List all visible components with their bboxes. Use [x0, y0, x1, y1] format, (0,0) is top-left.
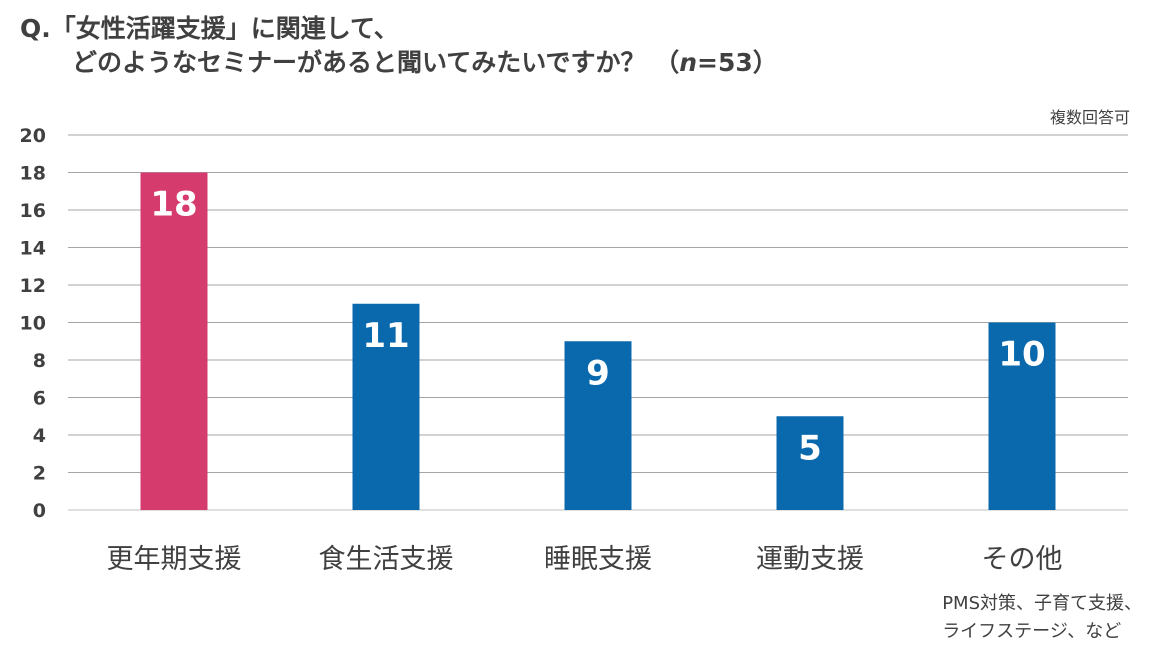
- footnote-line-2: ライフステージ、など: [942, 621, 1122, 642]
- y-tick-label: 8: [33, 350, 46, 372]
- multiple-answer-note: 複数回答可: [1049, 108, 1130, 127]
- data-labels: 18 11 9 5 10: [150, 185, 1045, 469]
- y-tick-label: 16: [20, 200, 46, 222]
- x-tick-label: 運動支援: [756, 544, 864, 575]
- sample-size-value: =53）: [697, 48, 778, 77]
- x-tick-label: 食生活支援: [319, 544, 454, 575]
- bar: [140, 172, 208, 510]
- question-line-1: Q.「女性活躍支援」に関連して、: [20, 14, 399, 43]
- bar: [776, 416, 844, 510]
- y-tick-label: 4: [33, 425, 46, 447]
- data-label: 10: [998, 335, 1045, 375]
- data-label: 18: [150, 185, 197, 225]
- x-axis-ticks: 更年期支援 食生活支援 睡眠支援 運動支援 その他: [107, 544, 1063, 575]
- data-label: 9: [586, 353, 610, 393]
- sample-size-symbol: n: [679, 48, 698, 77]
- x-tick-label: 更年期支援: [107, 544, 242, 575]
- y-tick-label: 0: [33, 500, 46, 522]
- y-tick-label: 2: [33, 463, 46, 485]
- y-axis-ticks: 0 2 4 6 8 10 12 14 16 18 20: [20, 125, 46, 522]
- y-tick-label: 14: [20, 238, 46, 260]
- footnote-line-1: PMS対策、子育て支援、: [942, 593, 1142, 614]
- y-tick-label: 6: [33, 388, 46, 410]
- bars: [140, 172, 1056, 510]
- bar: [564, 341, 632, 510]
- bar: [352, 303, 420, 510]
- chart-title: Q.「女性活躍支援」に関連して、 どのようなセミナーがあると聞いてみたいですか？…: [20, 12, 778, 80]
- question-line-2: どのようなセミナーがあると聞いてみたいですか？ （n=53）: [20, 46, 778, 80]
- x-tick-label: 睡眠支援: [544, 544, 652, 575]
- y-tick-label: 18: [20, 163, 46, 185]
- bar: [988, 322, 1056, 510]
- y-tick-label: 12: [20, 275, 46, 297]
- y-tick-label: 10: [20, 313, 46, 335]
- data-label: 5: [798, 428, 822, 468]
- other-footnote: PMS対策、子育て支援、 ライフステージ、など: [942, 590, 1142, 646]
- x-tick-label: その他: [982, 544, 1063, 575]
- question-text: どのようなセミナーがあると聞いてみたいですか？ （: [72, 48, 680, 77]
- y-tick-label: 20: [20, 125, 46, 147]
- data-label: 11: [362, 316, 409, 356]
